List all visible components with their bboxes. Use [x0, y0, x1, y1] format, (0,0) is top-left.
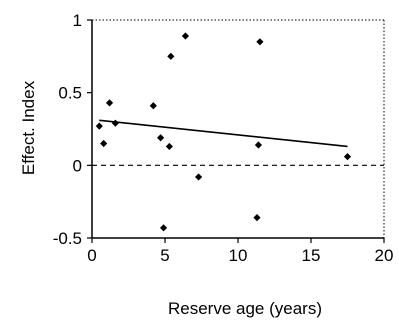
x-tick-label: 20	[375, 246, 394, 265]
trendline	[99, 119, 348, 148]
y-axis-title: Effect. Index	[19, 80, 38, 175]
data-point	[194, 173, 203, 181]
data-point	[111, 119, 119, 127]
y-tick-label: 1	[73, 11, 82, 30]
data-point	[181, 32, 190, 40]
plot-frame	[91, 19, 385, 239]
trendline-layer	[99, 119, 348, 148]
data-points-layer	[95, 32, 352, 232]
y-tick-label: -0.5	[53, 229, 82, 248]
x-tick-label: 5	[160, 246, 169, 265]
data-point	[165, 142, 173, 151]
data-point	[159, 224, 168, 232]
x-tick-label: 10	[229, 246, 248, 265]
data-point	[254, 141, 263, 149]
data-point	[100, 139, 108, 148]
x-tick-label: 15	[302, 246, 321, 265]
data-point	[105, 99, 114, 107]
data-point	[343, 153, 352, 161]
x-axis-title: Reserve age (years)	[168, 299, 322, 318]
data-point	[95, 122, 103, 130]
y-tick-label: 0.5	[58, 84, 82, 103]
data-point	[256, 38, 264, 46]
data-point	[167, 52, 175, 60]
data-point	[149, 102, 157, 110]
x-axis-ticks: 0 5 10 15 20	[87, 238, 393, 265]
data-point	[157, 134, 165, 142]
data-point	[253, 214, 261, 222]
x-tick-label: 0	[87, 246, 96, 265]
y-tick-label: 0	[73, 156, 82, 175]
y-axis-ticks: 1 0.5 0 -0.5	[53, 11, 92, 248]
